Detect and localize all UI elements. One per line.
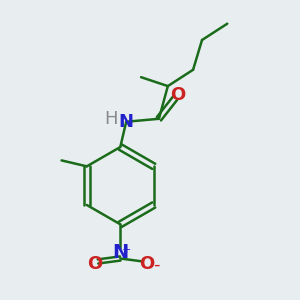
Text: N: N [112,243,128,262]
Text: O: O [140,255,155,273]
Text: H: H [105,110,118,128]
Text: +: + [122,244,131,255]
Text: N: N [119,113,134,131]
Text: O: O [87,255,103,273]
Text: -: - [154,255,160,273]
Text: O: O [171,86,186,104]
